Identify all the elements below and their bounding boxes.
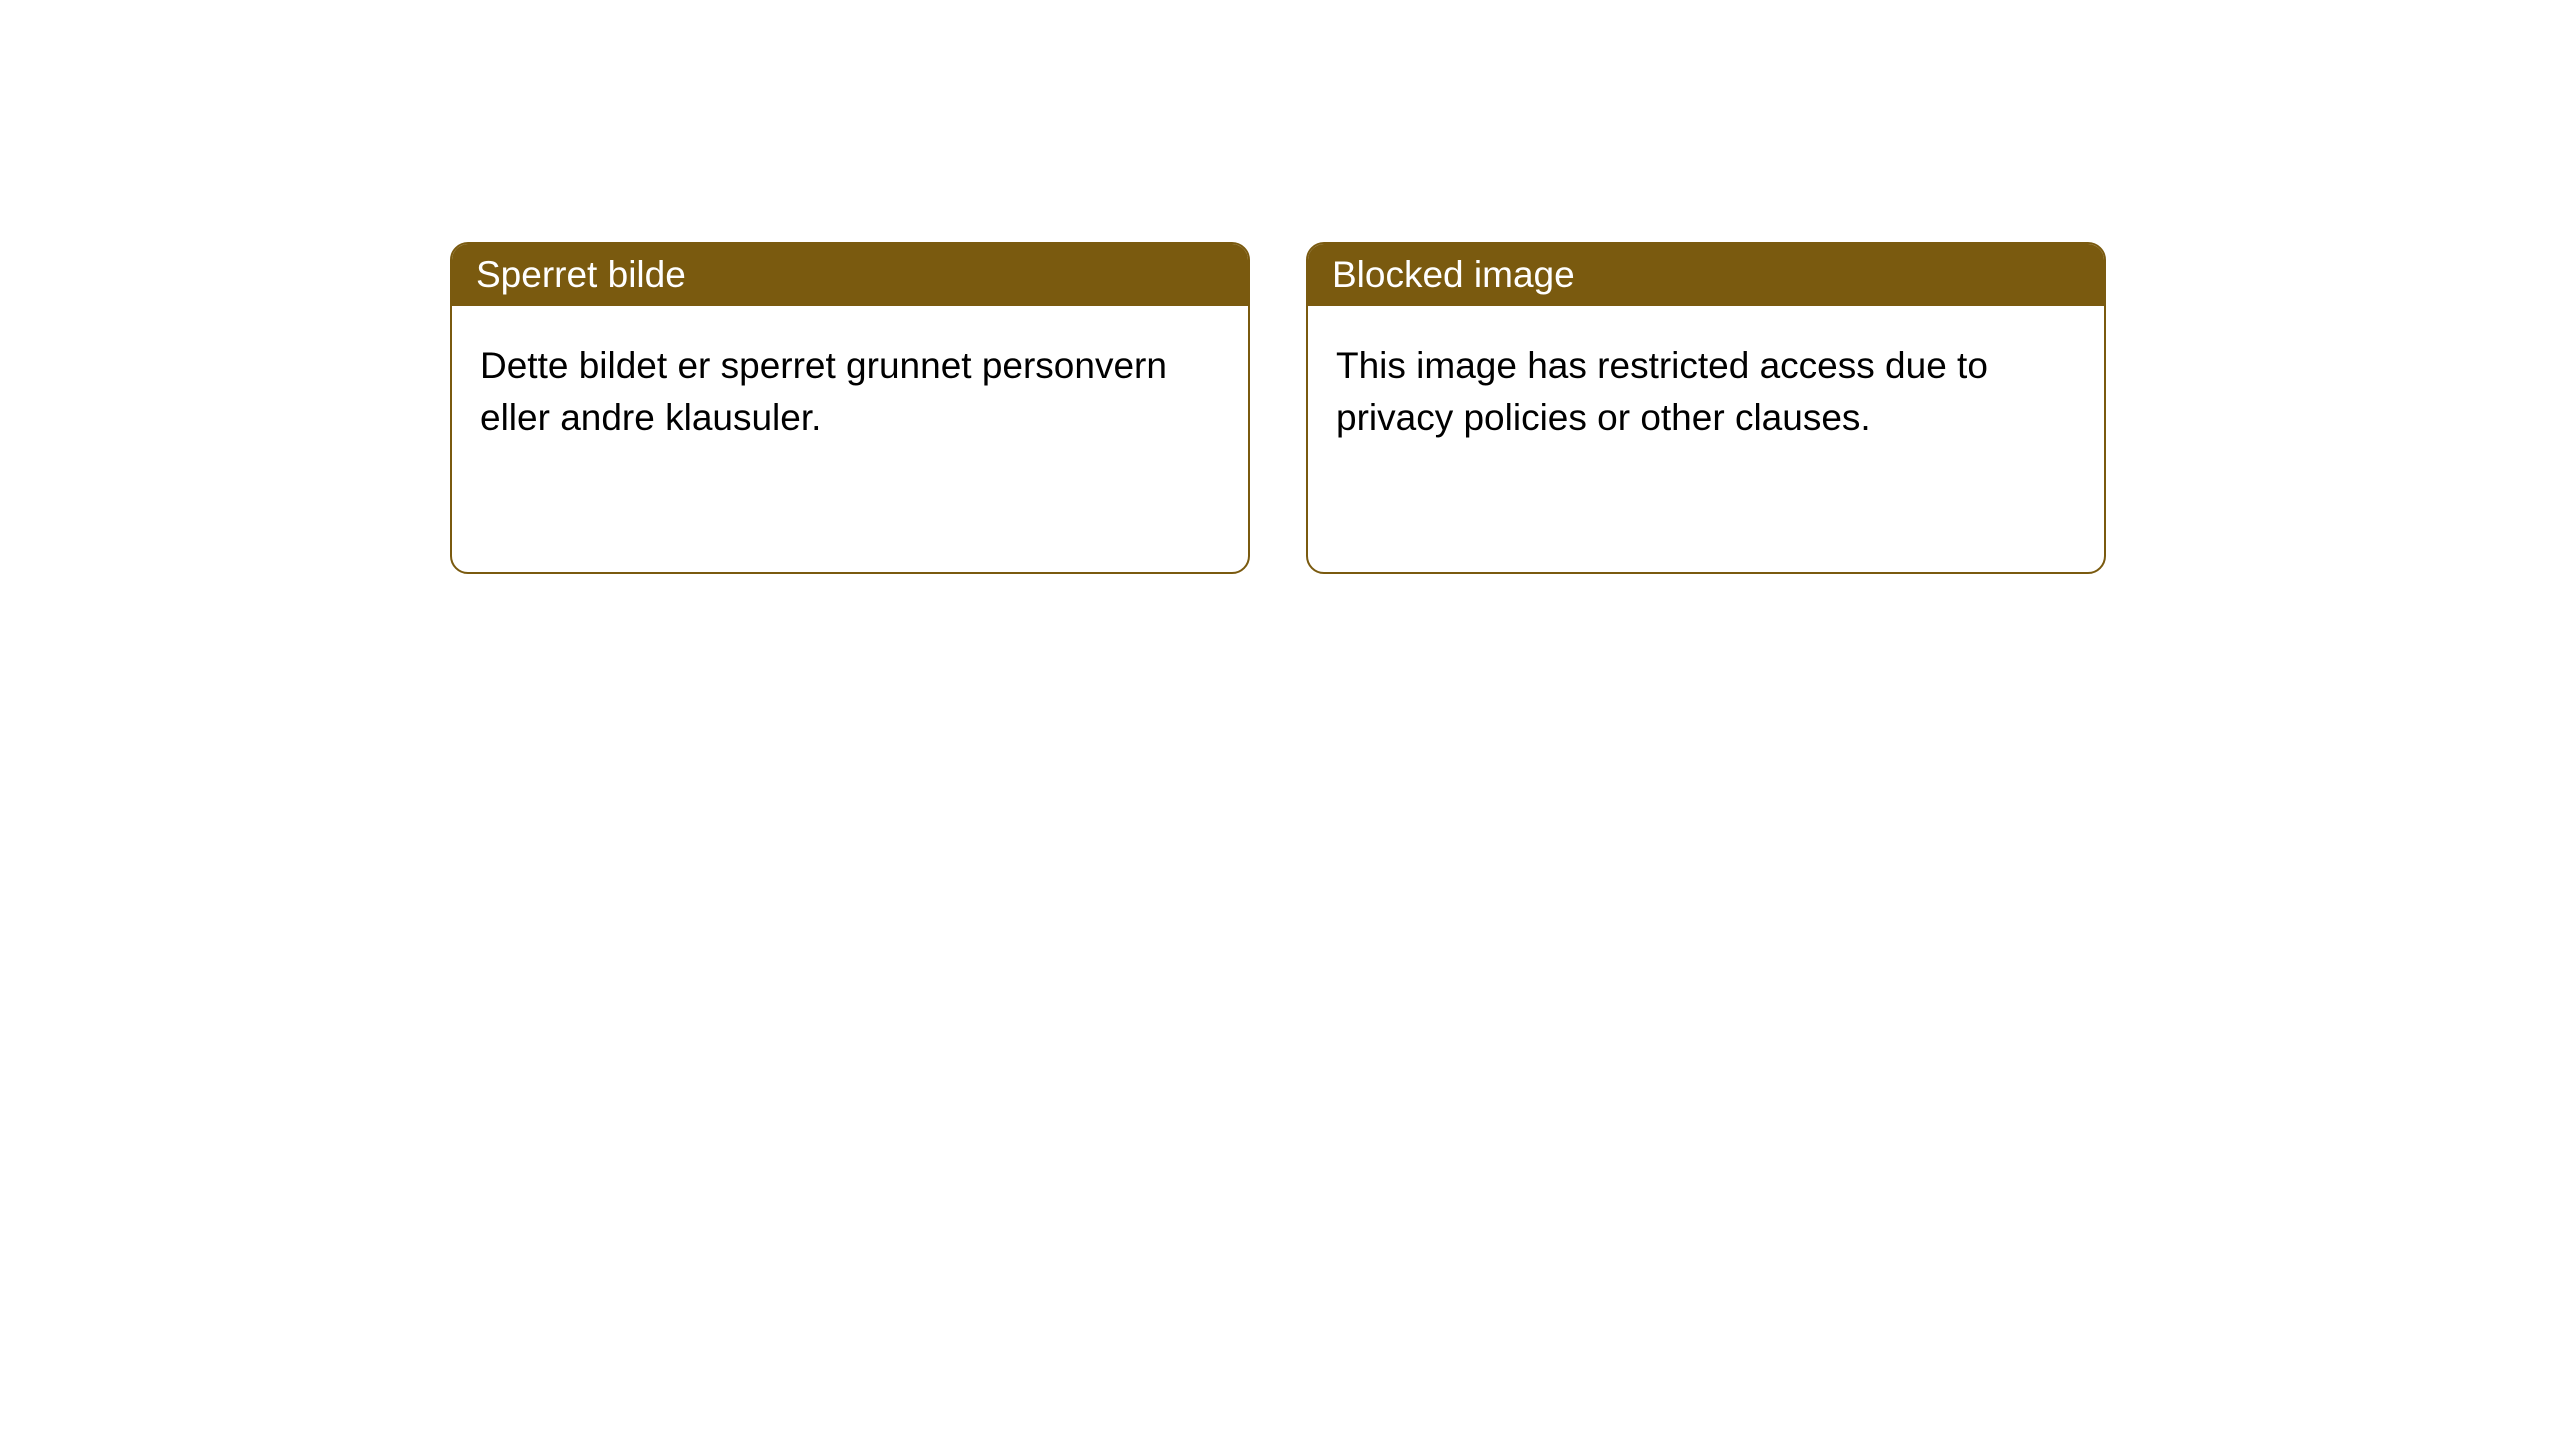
card-header: Sperret bilde bbox=[452, 244, 1248, 306]
notice-container: Sperret bilde Dette bildet er sperret gr… bbox=[450, 242, 2106, 574]
card-body: This image has restricted access due to … bbox=[1308, 306, 2104, 478]
blocked-image-card-english: Blocked image This image has restricted … bbox=[1306, 242, 2106, 574]
card-body: Dette bildet er sperret grunnet personve… bbox=[452, 306, 1248, 478]
card-title: Blocked image bbox=[1332, 254, 1575, 295]
card-header: Blocked image bbox=[1308, 244, 2104, 306]
card-body-text: This image has restricted access due to … bbox=[1336, 345, 1988, 438]
blocked-image-card-norwegian: Sperret bilde Dette bildet er sperret gr… bbox=[450, 242, 1250, 574]
card-body-text: Dette bildet er sperret grunnet personve… bbox=[480, 345, 1167, 438]
card-title: Sperret bilde bbox=[476, 254, 686, 295]
